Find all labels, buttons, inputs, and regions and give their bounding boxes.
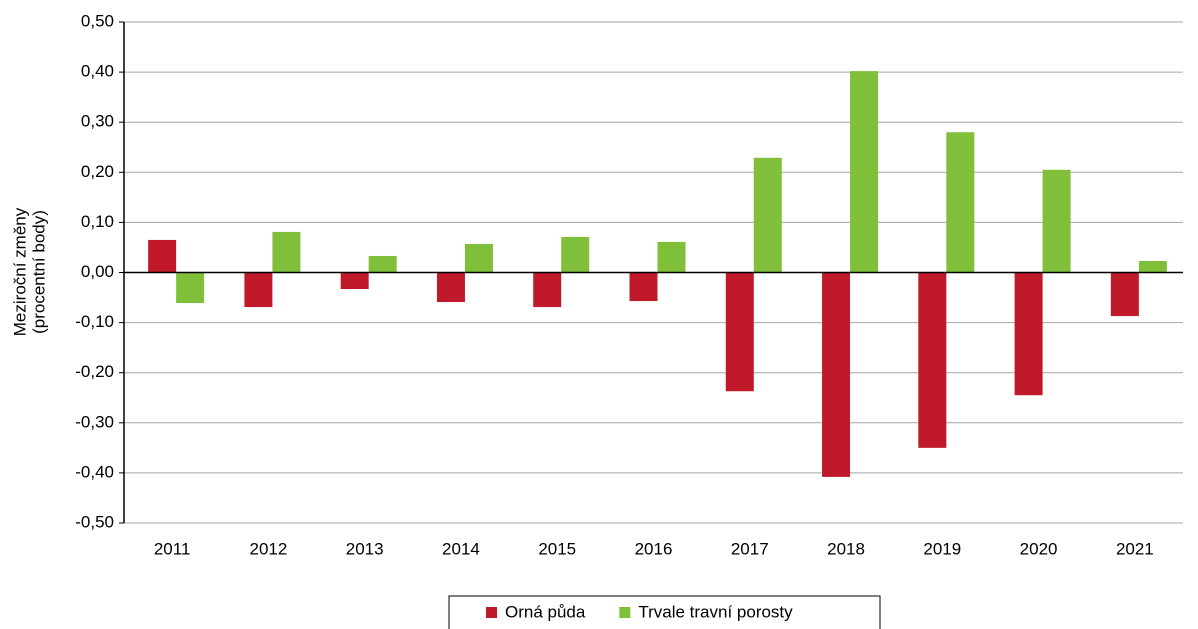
bar — [918, 272, 947, 448]
x-tick-label: 2021 — [1116, 539, 1154, 558]
bar — [244, 272, 273, 308]
bar — [436, 272, 465, 303]
bar — [561, 236, 590, 273]
y-tick-label: 0,30 — [81, 112, 114, 131]
legend-label: Trvale travní porosty — [638, 602, 793, 621]
bar — [850, 71, 879, 273]
y-tick-label: 0,10 — [81, 212, 114, 231]
y-tick-label: -0,10 — [75, 312, 114, 331]
bar — [822, 272, 851, 477]
y-tick-label: 0,00 — [81, 262, 114, 281]
bar — [340, 272, 369, 290]
y-axis-title-line: (procentní body) — [29, 210, 48, 334]
y-tick-label: 0,20 — [81, 162, 114, 181]
x-tick-label: 2012 — [249, 539, 287, 558]
x-tick-label: 2011 — [154, 539, 191, 558]
bar — [148, 239, 177, 273]
bar — [1042, 169, 1071, 273]
bar — [1138, 260, 1167, 273]
legend-label: Orná půda — [505, 602, 586, 621]
bar — [533, 272, 562, 308]
x-tick-label: 2015 — [538, 539, 576, 558]
bar — [725, 272, 754, 392]
x-tick-label: 2014 — [442, 539, 480, 558]
x-tick-label: 2017 — [731, 539, 769, 558]
bar — [1110, 272, 1139, 317]
bar — [272, 231, 301, 273]
bar — [753, 157, 782, 273]
x-tick-label: 2019 — [923, 539, 961, 558]
legend-swatch — [486, 607, 497, 618]
bar — [946, 132, 975, 273]
y-tick-label: 0,50 — [81, 11, 114, 30]
y-tick-label: -0,50 — [75, 512, 114, 531]
bar — [1014, 272, 1043, 396]
bar — [464, 243, 493, 273]
x-tick-label: 2020 — [1020, 539, 1058, 558]
x-tick-label: 2018 — [827, 539, 865, 558]
bar — [176, 272, 205, 304]
y-tick-label: 0,40 — [81, 62, 114, 81]
bar — [657, 241, 686, 273]
y-tick-label: -0,20 — [75, 362, 114, 381]
y-tick-label: -0,40 — [75, 462, 114, 481]
y-axis-title-line: Meziroční změny — [10, 207, 29, 336]
bar — [629, 272, 658, 302]
x-tick-label: 2013 — [346, 539, 384, 558]
legend-swatch — [619, 607, 631, 618]
x-tick-label: 2016 — [635, 539, 673, 558]
legend-box — [448, 595, 881, 629]
bar — [368, 255, 397, 273]
y-axis-title: Meziroční změny (procentní body) — [10, 207, 48, 336]
y-tick-label: -0,30 — [75, 412, 114, 431]
